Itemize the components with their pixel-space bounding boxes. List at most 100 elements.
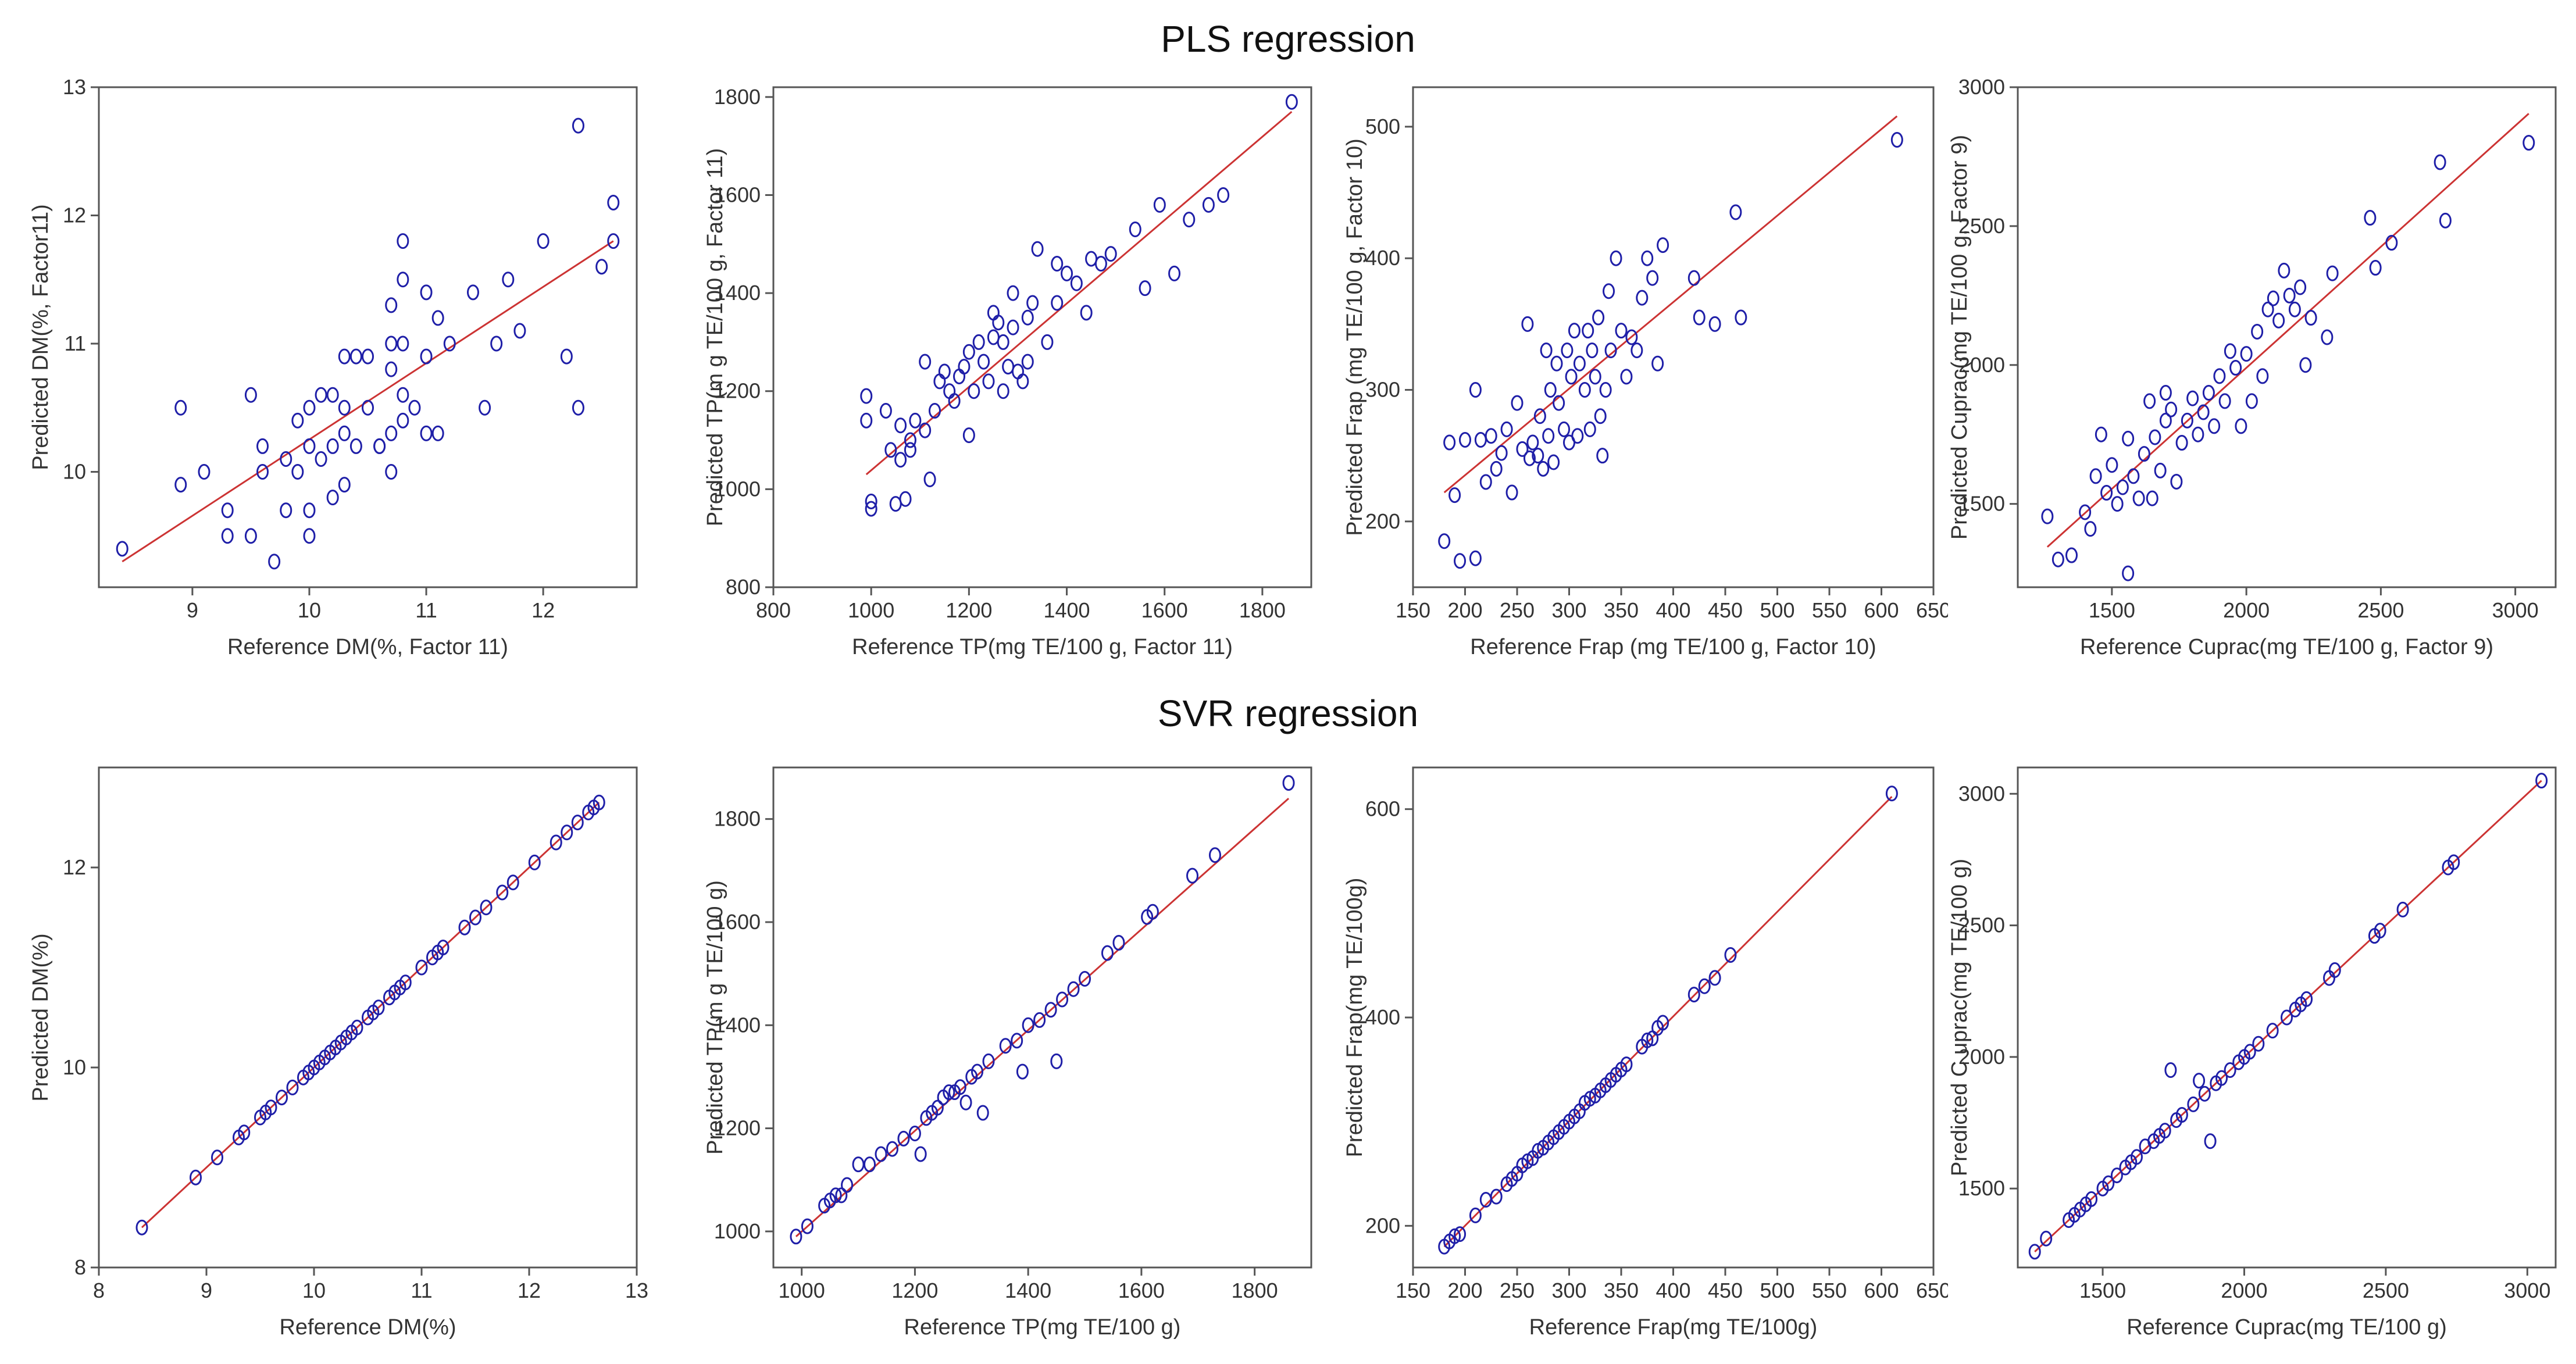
data-point [1578,382,1591,398]
data-point [2197,404,2210,420]
x-tick-label: 150 [1396,598,1430,622]
data-point [2122,565,2135,581]
data-point [2266,1023,2279,1039]
x-tick-label: 1800 [1239,598,1286,622]
data-point [560,348,573,365]
y-tick-label: 800 [726,575,761,599]
pls-cuprac-chart: 1500 2000 2500 3000 1500 2000 2500 3000 Referenc… [1947,75,2557,659]
y-tick-label: 600 [1365,797,1400,821]
data-point [987,305,1000,321]
plot-frame [2017,766,2557,1269]
data-point [962,427,975,444]
data-point [1041,334,1054,350]
data-point [221,502,234,519]
data-point [2261,301,2274,317]
data-point [1490,460,1503,477]
x-tick-label: 400 [1656,1279,1690,1302]
data-point [2364,210,2377,226]
data-point [397,335,409,352]
data-point [2434,154,2446,170]
data-point [864,1156,876,1173]
data-point [1586,342,1599,359]
data-point [2165,401,2178,417]
data-point [2396,901,2409,917]
data-point [2089,468,2102,484]
fit-line [2034,780,2542,1252]
y-tick-label: 1000 [714,1219,761,1243]
data-point [919,422,932,438]
y-axis-label: Predicted Frap (mg TE/100 g, Factor 10) [1343,138,1367,536]
data-point [276,1090,288,1106]
data-point [1604,342,1617,359]
data-point [1007,319,1019,335]
data-point [397,412,409,429]
data-point [865,501,877,517]
data-point [2193,1073,2206,1089]
data-point [2159,412,2172,429]
data-point [1031,241,1044,257]
data-point [1594,408,1607,424]
data-point [1687,270,1700,286]
data-point [1448,1228,1461,1244]
data-point [338,348,351,365]
data-point [349,348,362,365]
data-point [2102,1175,2115,1191]
y-tick-label: 3000 [1958,75,2005,99]
x-tick-label: 2000 [2221,1279,2267,1302]
data-point [852,1156,865,1173]
data-point [2186,390,2199,406]
data-point [894,452,907,468]
data-point [2283,287,2296,303]
data-point [397,272,409,288]
data-point [2170,473,2183,490]
data-point [291,412,304,429]
data-point [987,329,1000,345]
data-point [506,874,519,891]
x-tick-label: 2500 [2357,598,2404,622]
data-point [933,373,946,390]
data-point [1511,395,1524,411]
data-point [572,399,584,416]
x-tick-label: 650 [1916,1279,1948,1302]
y-tick-label: 1500 [1958,1176,2005,1200]
data-point [908,1125,921,1141]
data-point [256,464,269,480]
x-tick-label: 450 [1708,598,1743,622]
data-point [1070,275,1083,291]
data-point [1026,295,1039,311]
data-point [2164,1062,2177,1079]
data-point [2251,323,2264,340]
data-point [349,438,362,454]
data-point [1708,970,1721,986]
data-point [2218,393,2231,409]
data-point [865,493,877,509]
data-point [1532,448,1544,464]
data-point [385,361,398,377]
plot-frame [1412,86,1935,588]
data-point [2159,385,2172,401]
data-point [502,272,515,288]
data-point [841,1177,854,1193]
y-tick-label: 1800 [714,807,761,831]
x-axis-label: Reference DM(%, Factor 11) [227,635,508,659]
data-point [2523,135,2535,151]
data-point [1011,1033,1023,1049]
x-tick-label: 350 [1604,1279,1639,1302]
data-point [490,335,503,352]
data-point [959,1094,972,1111]
data-point [992,315,1005,331]
x-axis-label: Reference DM(%) [279,1315,456,1340]
y-tick-label: 1600 [714,910,761,934]
data-point [1565,369,1578,385]
x-tick-label: 150 [1396,1279,1430,1302]
data-point [1550,355,1563,372]
x-tick-label: 200 [1447,598,1482,622]
data-point [1641,250,1654,266]
x-tick-label: 2000 [2223,598,2270,622]
data-point [1505,484,1518,501]
data-point [1085,251,1098,267]
data-point [2245,393,2258,409]
data-point [1016,1063,1029,1080]
x-axis-label: Reference Frap (mg TE/100 g, Factor 10) [1470,635,1876,659]
data-point [607,233,620,249]
